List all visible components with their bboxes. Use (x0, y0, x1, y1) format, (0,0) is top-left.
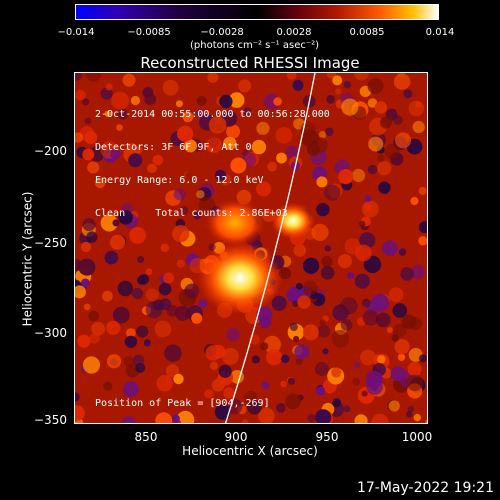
heatmap-image (75, 73, 427, 423)
colorbar-unit-label: (photons cm⁻² s⁻¹ asec⁻²) (190, 40, 320, 51)
colorbar-tick: 0.014 (425, 27, 455, 38)
peak-position: Position of Peak = [904,-269] (95, 398, 270, 409)
image-title: Reconstructed RHESSI Image (140, 54, 360, 72)
y-tick-label: −200 (34, 144, 67, 158)
y-tick-label: −250 (34, 236, 67, 250)
x-axis-title: Heliocentric X (arcsec) (182, 444, 318, 458)
footer-date: 17-May-2022 19:21 (356, 480, 494, 496)
x-tick-label: 900 (224, 430, 248, 444)
info-detectors: Detectors: 3F 6F 9F, Att 0 (95, 142, 252, 153)
colorbar-tick: 0.0085 (349, 27, 385, 38)
info-time-range: 2-Oct-2014 00:55:00.000 to 00:56:28.000 (95, 109, 330, 120)
colorbar-tick: −0.0085 (127, 27, 171, 38)
solar-limb-line (224, 73, 316, 423)
y-axis-title: Heliocentric Y (arcsec) (20, 191, 35, 327)
x-tick-label: 950 (315, 430, 339, 444)
y-tick-label: −300 (34, 326, 67, 340)
y-tick-label: −350 (34, 413, 67, 427)
observation-info: 2-Oct-2014 00:55:00.000 to 00:56:28.000 … (95, 87, 330, 241)
heatmap-texture (75, 73, 427, 423)
x-tick-label: 850 (134, 430, 158, 444)
info-counts: Clean Total counts: 2.86E+03 (95, 208, 288, 219)
colorbar-tick: −0.0028 (200, 27, 244, 38)
info-energy: Energy Range: 6.0 - 12.0 keV (95, 175, 264, 186)
image-plot: 2-Oct-2014 00:55:00.000 to 00:56:28.000 … (74, 72, 428, 424)
colorbar (75, 4, 439, 20)
x-tick-label: 1000 (401, 430, 433, 444)
colorbar-ticks: −0.014 −0.0085 −0.0028 0.0028 0.0085 0.0… (0, 27, 500, 39)
colorbar-tick: 0.0028 (276, 27, 312, 38)
colorbar-tick: −0.014 (57, 27, 95, 38)
